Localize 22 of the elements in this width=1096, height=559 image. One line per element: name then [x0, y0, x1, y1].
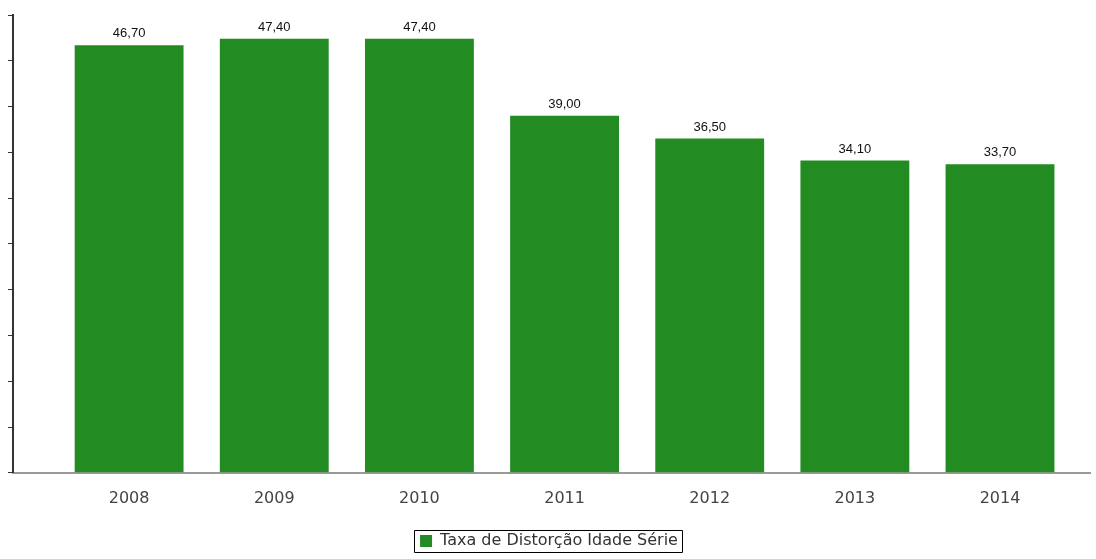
x-tick-label: 2010 [399, 487, 440, 507]
data-label: 39,00 [548, 95, 581, 111]
bar [655, 138, 765, 473]
data-label: 36,50 [693, 118, 726, 134]
x-tick-label: 2014 [979, 487, 1021, 507]
x-tick-label: 2011 [544, 487, 585, 507]
data-label: 47,40 [257, 18, 291, 34]
data-label: 33,70 [983, 144, 1017, 160]
bar [800, 160, 910, 473]
bar [219, 38, 329, 473]
bar [945, 164, 1055, 473]
data-label: 47,40 [403, 18, 436, 34]
x-tick-label: 2008 [108, 487, 150, 507]
bar [510, 115, 619, 473]
bar [74, 45, 184, 473]
legend-label: Taxa de Distorção Idade Série [439, 530, 678, 550]
x-tick-label: 2009 [253, 487, 295, 507]
bar [364, 38, 474, 473]
x-tick-label: 2013 [834, 487, 876, 507]
data-label: 34,10 [838, 140, 872, 156]
x-tick-label: 2012 [689, 487, 731, 507]
data-label: 46,70 [112, 25, 146, 41]
